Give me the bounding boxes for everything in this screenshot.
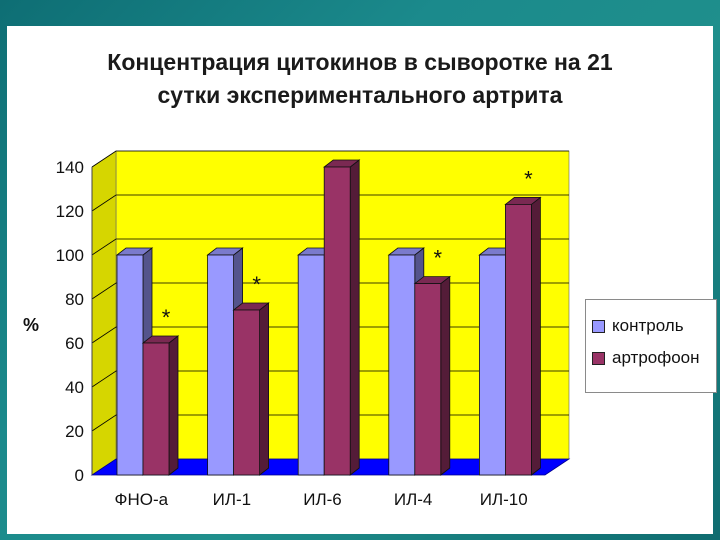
significance-marker: * [524,166,533,191]
significance-marker: * [252,272,261,297]
y-tick-label: 60 [65,334,84,353]
x-tick-label: ИЛ-4 [394,490,433,509]
bar-artrofoon [504,196,542,476]
legend-label-control: контроль [612,316,684,335]
x-tick-label: ФНО-а [115,490,169,509]
bar-artrofoon [232,302,270,476]
y-axis-title: % [23,315,39,335]
x-tick-label: ИЛ-10 [480,490,528,509]
y-tick-label: 120 [56,202,84,221]
bar-artrofoon [323,159,361,476]
legend-swatch-artrofoon [592,351,605,365]
chart-title-line2: сутки экспериментального артрита [157,82,563,108]
significance-marker: * [434,246,443,271]
y-tick-label: 100 [56,246,84,265]
x-tick-label: ИЛ-1 [213,490,252,509]
chart-legend: контроль артрофоон [585,299,717,393]
chart-title-line1: Концентрация цитокинов в сыворотке на 21 [107,49,613,75]
y-tick-label: 40 [65,378,84,397]
significance-marker: * [162,305,171,330]
y-tick-label: 140 [56,158,84,177]
chart-title: Концентрация цитокинов в сыворотке на 21… [7,46,713,112]
legend-swatch-control [592,319,605,333]
gridline [91,238,569,256]
y-tick-label: 0 [75,466,84,485]
bar-artrofoon [413,275,451,476]
bar-artrofoon [141,335,180,476]
chart-side-wall [91,150,117,476]
gridline [91,194,569,212]
bar-chart: 0 20 40 60 80 100 120 140% * ФНО-а * ИЛ-1 ИЛ-6 * ИЛ-4 *… [23,150,571,509]
legend-item-artrofoon: артрофоон [592,342,710,374]
gridline [91,150,569,168]
y-tick-label: 20 [65,422,84,441]
legend-item-control: контроль [592,310,710,342]
x-tick-label: ИЛ-6 [303,490,342,509]
y-tick-label: 80 [65,290,84,309]
slide-panel: Концентрация цитокинов в сыворотке на 21… [7,26,717,534]
legend-label-artrofoon: артрофоон [612,348,700,367]
